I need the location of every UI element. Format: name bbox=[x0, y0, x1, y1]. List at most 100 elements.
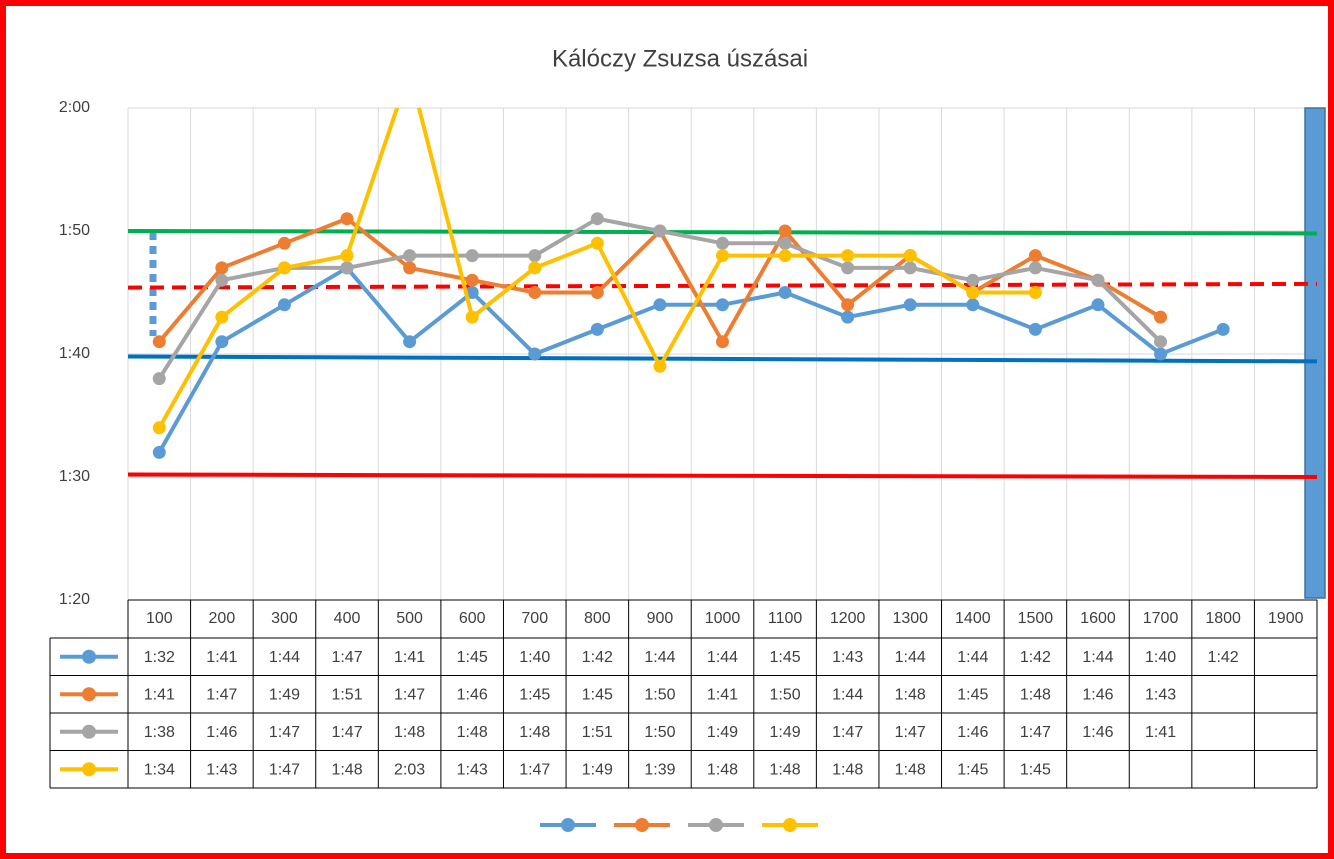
table-cell: 2:03 bbox=[394, 761, 425, 778]
table-cell: 1:46 bbox=[1082, 686, 1113, 703]
table-cell: 1:47 bbox=[832, 724, 863, 741]
point bbox=[277, 298, 291, 312]
reference-line bbox=[127, 472, 1318, 479]
point bbox=[465, 249, 479, 263]
table-cell: 1:47 bbox=[394, 686, 425, 703]
table-cell: 1:42 bbox=[582, 649, 613, 666]
x-tick-label: 1500 bbox=[1018, 610, 1054, 627]
table-cell: 1:50 bbox=[644, 686, 675, 703]
table-cell: 1:48 bbox=[895, 761, 926, 778]
x-tick-label: 800 bbox=[584, 610, 611, 627]
point bbox=[778, 236, 792, 250]
table-cell: 1:39 bbox=[644, 761, 675, 778]
point bbox=[590, 236, 604, 250]
point bbox=[1028, 286, 1042, 299]
y-tick-label: 1:40 bbox=[59, 345, 90, 362]
legend-key-point bbox=[635, 818, 649, 832]
point bbox=[215, 273, 229, 287]
point bbox=[903, 298, 917, 312]
point bbox=[1154, 335, 1168, 349]
table-cell: 1:47 bbox=[519, 761, 550, 778]
point bbox=[215, 310, 229, 324]
point bbox=[716, 298, 729, 312]
x-tick-label: 600 bbox=[459, 610, 486, 627]
table-cell: 1:40 bbox=[519, 649, 550, 666]
table-cell: 1:34 bbox=[144, 761, 175, 778]
table-cell: 1:49 bbox=[770, 724, 801, 741]
point bbox=[1028, 322, 1042, 336]
point bbox=[403, 249, 417, 263]
point bbox=[903, 249, 917, 263]
point bbox=[340, 212, 354, 226]
point bbox=[590, 322, 604, 336]
x-tick-label: 700 bbox=[521, 610, 548, 627]
point bbox=[590, 286, 604, 299]
legend-key-point bbox=[82, 649, 96, 664]
table-cell: 1:48 bbox=[1020, 686, 1051, 703]
table-cell: 1:48 bbox=[832, 761, 863, 778]
table-cell: 1:41 bbox=[206, 649, 237, 666]
reference-line bbox=[127, 354, 1318, 364]
point bbox=[277, 261, 291, 275]
y-tick-label: 1:30 bbox=[59, 468, 90, 485]
y-tick-label: 1:50 bbox=[59, 222, 90, 239]
table-cell: 1:49 bbox=[269, 686, 300, 703]
point bbox=[778, 286, 792, 299]
table-cell: 1:38 bbox=[144, 724, 175, 741]
point bbox=[1028, 261, 1042, 275]
point bbox=[528, 249, 542, 263]
point bbox=[1028, 249, 1042, 263]
x-tick-label: 1600 bbox=[1080, 610, 1116, 627]
x-tick-label: 1300 bbox=[892, 610, 928, 627]
table-cell: 1:44 bbox=[707, 649, 738, 666]
table-cell: 1:45 bbox=[519, 686, 550, 703]
point bbox=[528, 347, 542, 361]
table-cell: 1:47 bbox=[269, 761, 300, 778]
table-cell: 1:51 bbox=[331, 686, 362, 703]
point bbox=[1154, 347, 1168, 361]
point bbox=[465, 286, 479, 299]
table-cell: 1:47 bbox=[1020, 724, 1051, 741]
y-tick-label: 2:00 bbox=[59, 99, 90, 116]
point bbox=[716, 249, 729, 263]
point bbox=[653, 298, 667, 312]
table-cell: 1:41 bbox=[1145, 724, 1176, 741]
table-cell: 1:44 bbox=[895, 649, 926, 666]
table-cell: 1:48 bbox=[457, 724, 488, 741]
point bbox=[340, 249, 354, 263]
series bbox=[152, 261, 1230, 459]
legend-key-point bbox=[783, 818, 797, 832]
table-cell: 1:44 bbox=[644, 649, 675, 666]
point bbox=[152, 335, 166, 349]
table-cell: 1:41 bbox=[394, 649, 425, 666]
table-cell: 1:49 bbox=[707, 724, 738, 741]
legend-key-point bbox=[82, 687, 96, 702]
x-tick-label: 400 bbox=[334, 610, 361, 627]
table-cell: 1:43 bbox=[206, 761, 237, 778]
table-cell: 1:48 bbox=[770, 761, 801, 778]
x-tick-label: 1100 bbox=[768, 610, 803, 627]
series bbox=[152, 108, 1042, 435]
point bbox=[152, 372, 166, 386]
reference-line bbox=[127, 229, 1318, 236]
legend-key-point bbox=[82, 724, 96, 739]
table-cell: 1:43 bbox=[1145, 686, 1176, 703]
point bbox=[152, 445, 166, 459]
table-cell: 1:48 bbox=[707, 761, 738, 778]
x-tick-label: 1000 bbox=[705, 610, 741, 627]
table-cell: 1:48 bbox=[331, 761, 362, 778]
point bbox=[528, 286, 542, 299]
point bbox=[1154, 310, 1168, 324]
table-cell: 1:44 bbox=[1082, 649, 1113, 666]
point bbox=[653, 224, 667, 238]
series bbox=[152, 212, 1168, 386]
point bbox=[966, 286, 980, 299]
table-cell: 1:48 bbox=[394, 724, 425, 741]
table-cell: 1:48 bbox=[519, 724, 550, 741]
point bbox=[841, 298, 855, 312]
x-tick-label: 1900 bbox=[1268, 610, 1304, 627]
point bbox=[1091, 298, 1105, 312]
table-cell: 1:32 bbox=[144, 649, 175, 666]
table-cell: 1:51 bbox=[582, 724, 613, 741]
table-cell: 1:41 bbox=[144, 686, 175, 703]
